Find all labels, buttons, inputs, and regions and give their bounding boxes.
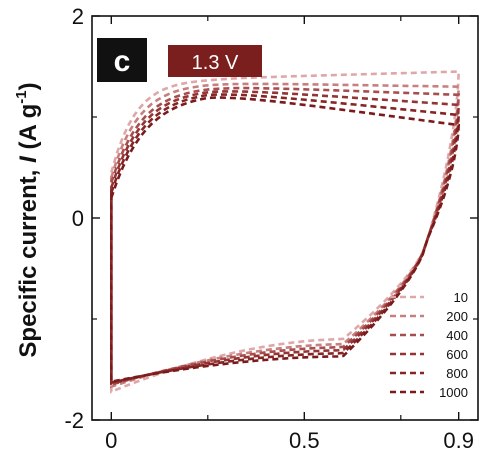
x-tick-label: 0.9 xyxy=(443,428,474,453)
y-axis-label-exponent: -1 xyxy=(13,90,30,103)
cv-curve-800 xyxy=(111,95,458,383)
cv-curve-1000 xyxy=(111,98,458,382)
y-axis-label-text: Specific current, xyxy=(15,163,42,358)
voltage-label: 1.3 V xyxy=(192,52,239,74)
legend-label-200: 200 xyxy=(446,309,468,324)
legend-label-800: 800 xyxy=(446,366,468,381)
cv-curve-200 xyxy=(111,84,458,387)
x-tick-label: 0 xyxy=(105,428,117,453)
plot-area xyxy=(111,72,458,392)
x-tick-label: 0.5 xyxy=(289,428,320,453)
y-axis-label-unit: (A g xyxy=(15,104,42,156)
legend-label-600: 600 xyxy=(446,347,468,362)
legend-label-400: 400 xyxy=(446,328,468,343)
voltage-badge: 1.3 V xyxy=(168,45,262,77)
y-axis-label-close: ) xyxy=(15,82,42,90)
y-tick-label: 0 xyxy=(72,206,84,231)
cv-curve-10 xyxy=(111,72,458,392)
panel-letter: c xyxy=(114,45,131,78)
legend-label-1000: 1000 xyxy=(439,385,468,400)
y-tick-label: -2 xyxy=(64,408,84,433)
cv-curve-600 xyxy=(111,91,458,383)
panel-badge: c xyxy=(97,38,147,82)
y-axis-label: Specific current, I (A g-1) xyxy=(13,82,42,357)
cv-curve-400 xyxy=(111,88,458,385)
y-tick-label: 2 xyxy=(72,4,84,29)
legend-label-10: 10 xyxy=(454,290,468,305)
legend: 10 200 400 600 800 1000 xyxy=(390,290,468,400)
